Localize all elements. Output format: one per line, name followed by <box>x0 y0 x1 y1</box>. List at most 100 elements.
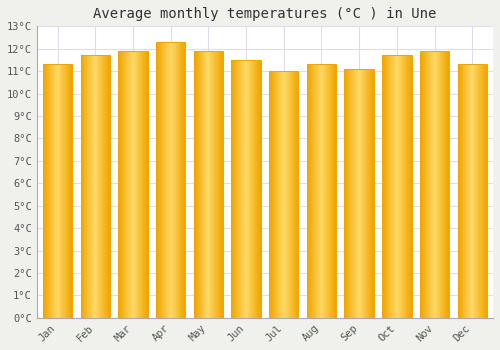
Bar <box>133 51 134 318</box>
Bar <box>279 71 280 318</box>
Bar <box>137 51 138 318</box>
Bar <box>174 42 176 318</box>
Bar <box>210 51 212 318</box>
Bar <box>216 51 217 318</box>
Bar <box>250 60 251 318</box>
Bar <box>118 51 148 318</box>
Bar <box>194 51 223 318</box>
Bar <box>430 51 432 318</box>
Bar <box>269 71 270 318</box>
Bar <box>408 55 410 318</box>
Bar <box>215 51 216 318</box>
Bar <box>271 71 272 318</box>
Bar <box>285 71 286 318</box>
Bar <box>403 55 404 318</box>
Bar <box>68 64 70 318</box>
Bar <box>400 55 401 318</box>
Bar <box>143 51 144 318</box>
Bar <box>404 55 406 318</box>
Bar <box>217 51 218 318</box>
Bar <box>156 42 157 318</box>
Bar <box>206 51 208 318</box>
Bar <box>364 69 365 318</box>
Bar <box>318 64 320 318</box>
Bar <box>162 42 163 318</box>
Bar <box>88 55 90 318</box>
Bar <box>259 60 260 318</box>
Bar <box>104 55 105 318</box>
Bar <box>410 55 412 318</box>
Bar <box>280 71 281 318</box>
Bar <box>424 51 425 318</box>
Bar <box>393 55 394 318</box>
Bar <box>269 71 298 318</box>
Bar <box>328 64 330 318</box>
Bar <box>284 71 285 318</box>
Bar <box>66 64 68 318</box>
Bar <box>286 71 288 318</box>
Bar <box>161 42 162 318</box>
Bar <box>468 64 469 318</box>
Bar <box>270 71 271 318</box>
Bar <box>438 51 440 318</box>
Bar <box>222 51 223 318</box>
Bar <box>108 55 109 318</box>
Bar <box>359 69 360 318</box>
Bar <box>86 55 88 318</box>
Bar <box>335 64 336 318</box>
Bar <box>320 64 322 318</box>
Bar <box>368 69 369 318</box>
Bar <box>357 69 358 318</box>
Bar <box>96 55 97 318</box>
Bar <box>277 71 278 318</box>
Bar <box>134 51 135 318</box>
Bar <box>238 60 239 318</box>
Bar <box>292 71 294 318</box>
Bar <box>139 51 140 318</box>
Bar <box>243 60 244 318</box>
Bar <box>212 51 214 318</box>
Bar <box>176 42 178 318</box>
Bar <box>156 42 186 318</box>
Bar <box>80 55 82 318</box>
Bar <box>307 64 308 318</box>
Bar <box>257 60 258 318</box>
Bar <box>159 42 160 318</box>
Bar <box>130 51 131 318</box>
Bar <box>196 51 198 318</box>
Bar <box>142 51 143 318</box>
Bar <box>383 55 384 318</box>
Bar <box>163 42 164 318</box>
Bar <box>444 51 446 318</box>
Bar <box>432 51 434 318</box>
Bar <box>366 69 367 318</box>
Bar <box>255 60 256 318</box>
Bar <box>164 42 165 318</box>
Bar <box>372 69 373 318</box>
Bar <box>396 55 397 318</box>
Bar <box>478 64 479 318</box>
Bar <box>251 60 252 318</box>
Bar <box>241 60 242 318</box>
Bar <box>92 55 94 318</box>
Bar <box>344 69 374 318</box>
Bar <box>470 64 472 318</box>
Bar <box>131 51 132 318</box>
Bar <box>462 64 464 318</box>
Bar <box>482 64 483 318</box>
Bar <box>326 64 328 318</box>
Bar <box>121 51 122 318</box>
Bar <box>480 64 481 318</box>
Bar <box>46 64 47 318</box>
Bar <box>474 64 476 318</box>
Bar <box>208 51 210 318</box>
Bar <box>202 51 203 318</box>
Bar <box>253 60 254 318</box>
Bar <box>458 64 460 318</box>
Bar <box>184 42 186 318</box>
Bar <box>168 42 170 318</box>
Bar <box>278 71 279 318</box>
Bar <box>158 42 159 318</box>
Bar <box>296 71 298 318</box>
Bar <box>472 64 474 318</box>
